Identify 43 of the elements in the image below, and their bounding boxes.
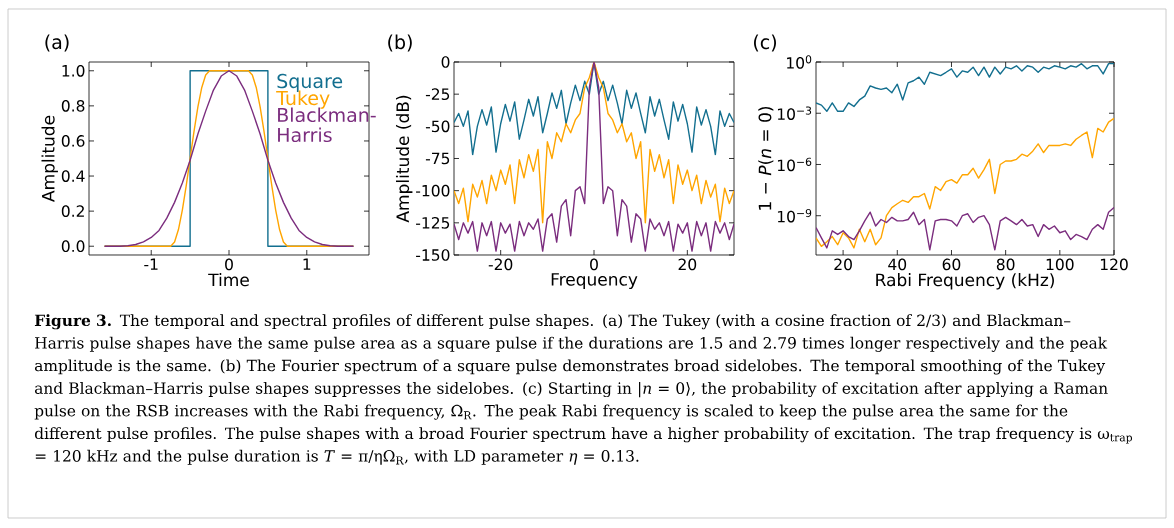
y-tick-label: 10$^{−3}$	[777, 106, 812, 120]
text: Figure 3. The temporal and spectral profiles of different pulse shapes. (a) The Tukey (with a cosine fraction of 2/3) and Blackman–Harris pulse shapes have the same pulse area as a square pulse if the durations are 1.5 and 2.79 times longer respectively and the peak amplitude is the same. (b) The Fourier spectrum of a square pulse demonstrates broad sidelobes. The temporal smoothing of the Tukey and Blackman–Harris pulse shapes suppresses the sidelobes. (c) Starting in |n = 0⟩, the probability of excitation after applying a Raman pulse on the RSB increases with the Rabi frequency, Ω$_{R}$. The peak Rabi frequency is scaled to keep the pulse area the same for the different pulse profiles. The pulse shapes with a broad Fourier spectrum have a higher probability of excitation. The trap frequency is ω$_{trap}$ = 120 kHz and the pulse duration is T = π/ηΩ$_{R}$, with LD parameter η = 0.13.	[34, 314, 1133, 465]
x-tick-label: -1	[144, 258, 158, 270]
x-tick-label: 120	[1100, 258, 1128, 271]
x-tick-label: 20	[678, 258, 697, 271]
y-tick-label: -125	[416, 216, 450, 229]
y-tick-label: 0	[441, 56, 450, 68]
line-series	[816, 206, 1115, 251]
chart-title: (b)	[388, 34, 412, 52]
chart-title: (c)	[754, 34, 777, 52]
chart-title: (a)	[45, 34, 69, 52]
y-tick-label: 1.0	[62, 64, 85, 77]
series-label: Tukey	[276, 90, 330, 109]
y-tick-label: -100	[416, 184, 450, 197]
y-tick-label: 10$^{−9}$	[777, 208, 812, 223]
y-tick-label: 0.8	[61, 100, 85, 112]
x-tick-label: 0	[225, 258, 233, 271]
y-tick-label: 0.2	[61, 205, 84, 217]
x-axis-title: Frequency	[551, 273, 638, 290]
y-tick-label: 0.0	[61, 240, 85, 253]
y-tick-label: -50	[425, 120, 450, 133]
x-tick-label: -20	[488, 258, 513, 271]
y-tick-label: -150	[416, 249, 450, 261]
x-tick-label: 100	[1046, 258, 1074, 271]
y-axis-title: 1 − P(n = 0)	[758, 106, 774, 210]
y-tick-label: 0.6	[61, 135, 85, 147]
x-tick-label: 60	[942, 258, 961, 271]
x-tick-label: 80	[996, 258, 1015, 271]
y-tick-label: -75	[425, 152, 450, 165]
x-axis-title: Rabi Frequency (kHz)	[876, 273, 1054, 290]
y-tick-label: 10$^{−6}$	[777, 157, 812, 172]
x-axis-title: Time	[208, 273, 249, 287]
x-tick-label: 40	[888, 258, 907, 271]
series-label: Blackman-Harris	[278, 107, 376, 143]
x-tick-label: 20	[834, 258, 852, 271]
y-tick-label: 10$^{0}$	[787, 55, 812, 69]
y-axis-title: Amplitude (dB)	[395, 95, 413, 223]
x-tick-label: 0	[590, 258, 598, 271]
y-axis-title: Amplitude	[41, 115, 58, 202]
y-tick-label: 0.4	[61, 170, 85, 182]
series-label: Square	[277, 73, 343, 92]
x-tick-label: 1	[303, 258, 311, 270]
y-tick-label: -25	[425, 88, 450, 101]
